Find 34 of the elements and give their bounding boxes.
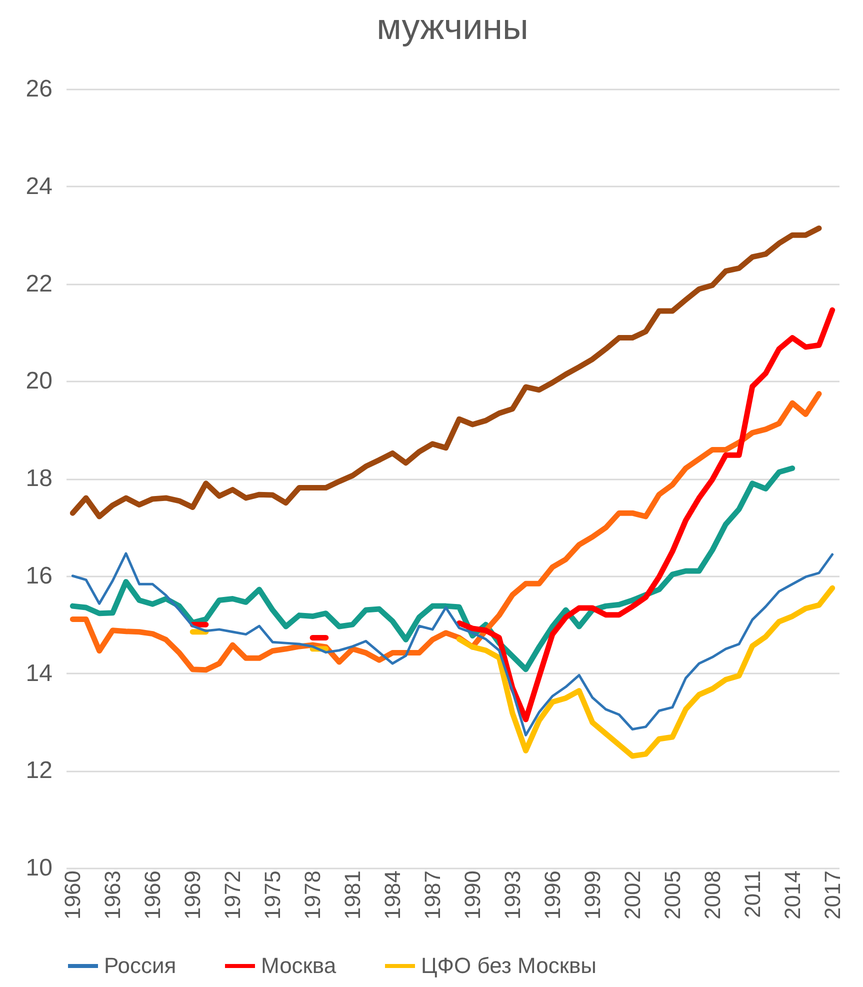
chart-title: мужчины: [376, 6, 528, 47]
y-tick-label: 20: [26, 368, 52, 395]
legend-label: ЦФО без Москвы: [421, 953, 596, 978]
x-tick-label: 1963: [100, 870, 126, 920]
x-tick-label: 2014: [780, 870, 805, 920]
y-tick-label: 26: [26, 76, 52, 102]
x-tick-label: 1981: [340, 870, 366, 920]
line-series: [71, 552, 834, 736]
x-tick-label: 2017: [820, 870, 845, 920]
y-tick-label: 24: [26, 172, 52, 200]
x-tick-label: 2002: [620, 870, 645, 920]
x-tick-label: 1969: [180, 870, 206, 920]
x-tick-label: 1960: [60, 870, 86, 920]
x-tick-label: 1972: [220, 870, 246, 920]
y-tick-label: 14: [26, 660, 52, 687]
y-tick-label: 12: [26, 757, 52, 784]
x-tick-label: 1966: [140, 870, 166, 920]
y-tick-label: 10: [26, 854, 52, 882]
legend-label: Россия: [104, 953, 176, 978]
x-tick-label: 1984: [380, 870, 406, 920]
x-tick-label: 2008: [700, 870, 725, 920]
x-tick-label: 2005: [660, 870, 685, 920]
x-tick-label: 1999: [580, 870, 605, 920]
y-tick-label: 16: [26, 562, 52, 590]
x-tick-label: 1990: [460, 870, 485, 920]
x-tick-label: 1996: [540, 870, 565, 920]
legend-label: Москва: [261, 953, 337, 978]
x-tick-label: 1987: [420, 870, 446, 920]
y-tick-label: 18: [26, 465, 52, 492]
y-tick-label: 22: [26, 270, 52, 298]
x-tick-label: 2011: [740, 870, 765, 918]
x-tick-label: 1978: [300, 870, 326, 920]
x-tick-label: 1975: [260, 870, 286, 920]
x-tick-label: 1993: [500, 870, 525, 920]
